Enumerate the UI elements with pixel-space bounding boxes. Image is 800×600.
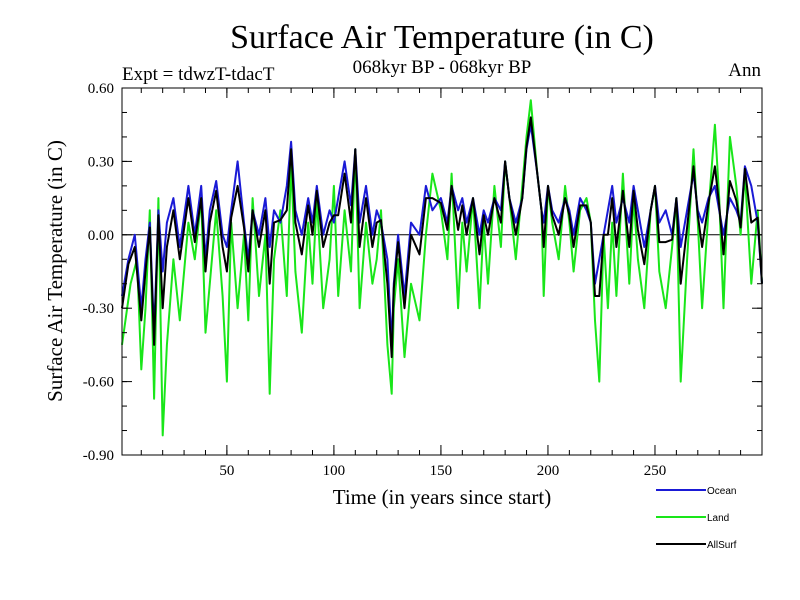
x-tick-label: 250 — [644, 463, 667, 479]
y-tick-label: 0.00 — [88, 228, 114, 244]
experiment-label: Expt = tdwzT-tdacT — [122, 64, 275, 85]
x-axis-label: Time (in years since start) — [333, 485, 552, 509]
legend-label-land: Land — [707, 513, 729, 524]
x-tick-label: 50 — [219, 463, 234, 479]
x-tick-label: 200 — [537, 463, 560, 479]
y-tick-label: 0.30 — [88, 154, 114, 170]
x-tick-label: 150 — [430, 463, 453, 479]
x-tick-label: 100 — [323, 463, 346, 479]
legend-label-ocean: Ocean — [707, 486, 736, 497]
y-tick-label: -0.30 — [83, 301, 114, 317]
legend: Ocean Land AllSurf — [656, 486, 737, 551]
series-line-land — [121, 99, 763, 437]
series-line-allsurf — [121, 116, 763, 359]
legend-label-allsurf: AllSurf — [707, 540, 737, 551]
season-label: Ann — [728, 60, 761, 81]
y-axis-label: Surface Air Temperature (in C) — [43, 140, 67, 402]
plot-area: -0.90 -0.60 -0.30 0.00 0.30 0.60 50 100 150 200 25… — [83, 81, 763, 479]
y-tick-label: 0.60 — [88, 81, 114, 97]
period-label: 068kyr BP - 068kyr BP — [353, 57, 532, 78]
y-tick-label: -0.60 — [83, 375, 114, 391]
plot-frame — [121, 87, 763, 456]
chart-title: Surface Air Temperature (in C) — [230, 19, 654, 56]
y-tick-label: -0.90 — [83, 448, 114, 464]
